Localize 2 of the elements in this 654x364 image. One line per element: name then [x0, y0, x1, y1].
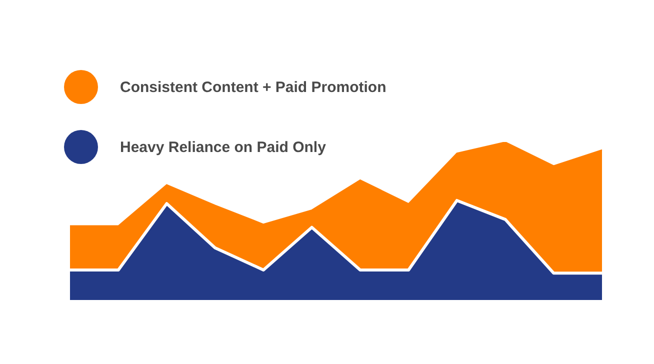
legend-label: Heavy Reliance on Paid Only — [120, 138, 326, 156]
legend-label: Consistent Content + Paid Promotion — [120, 78, 386, 96]
